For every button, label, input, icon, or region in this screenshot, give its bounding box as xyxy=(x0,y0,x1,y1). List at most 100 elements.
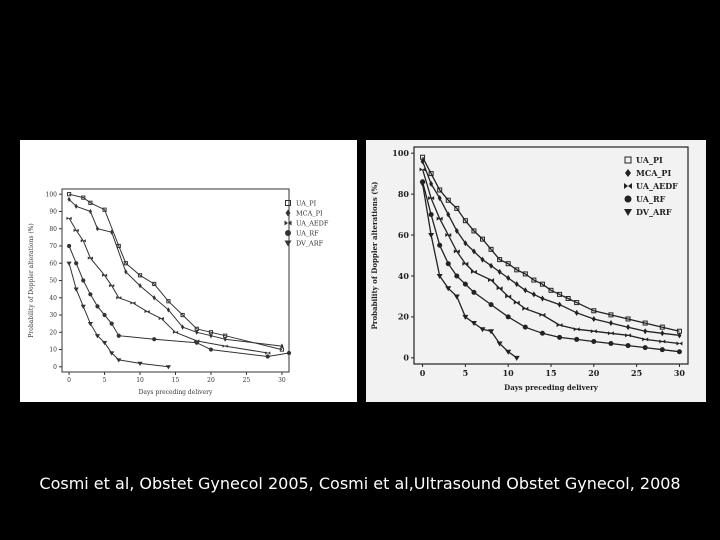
left-chart-panel: 0 10 20 30 40 50 60 70 80 90 100 0 5 10 15 20 25 30 Days p… xyxy=(20,140,357,402)
left-point-ua-aedf xyxy=(109,284,115,288)
left-point-ua-rf xyxy=(66,243,72,249)
left-legend-label-mca-pi: MCA_PI xyxy=(296,209,323,217)
right-y-axis-label: Probability of Doppler alterations (%) xyxy=(370,182,379,330)
left-legend-label-ua-aedf: UA_AEDF xyxy=(296,219,329,227)
left-legend-label-dv-arf: DV_ARF xyxy=(296,239,324,247)
right-point-ua-pi xyxy=(505,261,511,267)
right-point-ua-rf xyxy=(608,341,614,347)
left-point-dv-arf xyxy=(109,351,115,356)
left-point-ua-aedf xyxy=(222,344,228,348)
right-point-ua-pi xyxy=(608,312,614,318)
left-point-ua-pi xyxy=(116,243,121,249)
right-point-ua-pi xyxy=(625,316,631,322)
right-point-mca-pi xyxy=(497,268,502,275)
right-x-tick-label: 0 xyxy=(420,368,426,378)
right-point-mca-pi xyxy=(643,328,648,335)
right-point-ua-pi xyxy=(591,308,597,314)
left-legend-marker-dv-arf xyxy=(284,240,292,247)
right-point-ua-rf xyxy=(437,242,443,248)
left-x-tick-label: 25 xyxy=(243,377,251,384)
left-series-line-dv-arf xyxy=(68,263,169,368)
left-point-dv-arf xyxy=(87,322,93,327)
left-x-tick-label: 0 xyxy=(67,377,71,384)
left-point-mca-pi xyxy=(110,229,114,235)
left-point-dv-arf xyxy=(165,365,172,370)
right-point-ua-pi xyxy=(514,267,520,273)
right-y-tick-label: 60 xyxy=(398,230,410,240)
right-point-dv-arf xyxy=(488,329,495,335)
right-legend-label-ua-rf: UA_RF xyxy=(636,194,666,204)
left-point-ua-pi xyxy=(166,299,171,304)
left-point-mca-pi xyxy=(74,203,78,209)
right-y-tick-label: 80 xyxy=(398,189,410,199)
right-legend-marker-ua-pi xyxy=(624,156,632,164)
left-y-tick-label: 60 xyxy=(49,260,57,267)
left-point-ua-rf xyxy=(116,333,121,338)
left-point-ua-pi xyxy=(66,192,72,197)
left-y-tick-label: 90 xyxy=(49,209,57,216)
right-chart-panel: 0 20 40 60 80 100 0 5 10 15 20 25 30 Days preceding d… xyxy=(366,140,706,402)
right-point-ua-pi xyxy=(480,236,485,242)
left-point-dv-arf xyxy=(101,341,108,346)
left-legend-marker-ua-pi xyxy=(285,200,291,206)
right-point-mca-pi xyxy=(471,248,476,255)
right-point-ua-pi xyxy=(437,187,443,193)
right-point-ua-aedf xyxy=(445,233,452,238)
left-x-tick-label: 30 xyxy=(278,377,286,384)
right-point-ua-rf xyxy=(454,273,460,279)
right-point-ua-rf xyxy=(659,347,665,353)
right-point-ua-rf xyxy=(676,349,682,355)
left-legend-marker-mca-pi xyxy=(285,209,291,217)
left-y-tick-label: 100 xyxy=(46,191,58,198)
right-point-ua-aedf xyxy=(539,312,546,317)
left-point-dv-arf xyxy=(80,304,86,309)
right-point-ua-pi xyxy=(471,228,477,234)
left-y-tick-label: 10 xyxy=(49,347,57,354)
right-point-ua-aedf xyxy=(642,337,649,342)
right-point-ua-rf xyxy=(591,338,597,344)
left-point-ua-rf xyxy=(88,292,93,297)
left-point-ua-pi xyxy=(180,312,185,318)
right-point-dv-arf xyxy=(479,327,486,333)
right-x-tick-label: 5 xyxy=(463,368,469,378)
right-point-mca-pi xyxy=(480,256,485,263)
left-point-mca-pi xyxy=(88,208,92,215)
right-point-ua-pi xyxy=(488,246,494,252)
right-point-mca-pi xyxy=(531,291,536,298)
right-point-ua-pi xyxy=(539,281,545,287)
left-y-tick-label: 70 xyxy=(49,243,57,250)
left-point-ua-rf xyxy=(95,304,100,309)
left-chart: 0 10 20 30 40 50 60 70 80 90 100 0 5 10 15 20 25 30 Days p… xyxy=(28,188,329,396)
left-legend-label-ua-rf: UA_RF xyxy=(296,229,319,237)
right-point-dv-arf xyxy=(428,233,435,239)
right-point-mca-pi xyxy=(454,227,459,234)
right-point-ua-aedf xyxy=(556,323,563,328)
left-legend-marker-ua-aedf xyxy=(284,220,292,226)
right-point-mca-pi xyxy=(574,309,579,316)
left-y-tick-label: 80 xyxy=(49,226,57,233)
right-x-tick-label: 30 xyxy=(674,368,686,378)
left-point-ua-pi xyxy=(123,261,128,266)
right-point-mca-pi xyxy=(677,332,682,339)
right-legend-label-dv-arf: DV_ARF xyxy=(636,207,672,217)
left-point-mca-pi xyxy=(67,196,71,202)
left-point-ua-aedf xyxy=(66,216,72,220)
right-point-mca-pi xyxy=(660,330,665,337)
right-point-mca-pi xyxy=(626,324,631,331)
right-point-ua-pi xyxy=(659,324,665,330)
left-point-ua-pi xyxy=(88,200,93,205)
right-point-ua-rf xyxy=(471,289,477,295)
left-x-tick-label: 20 xyxy=(207,377,215,384)
left-point-mca-pi xyxy=(138,283,142,289)
right-legend-label-ua-aedf: UA_AEDF xyxy=(636,181,678,191)
right-point-dv-arf xyxy=(453,294,460,300)
left-x-tick-label: 5 xyxy=(103,377,107,384)
right-legend-marker-mca-pi xyxy=(625,169,631,177)
left-point-ua-aedf xyxy=(116,296,122,300)
left-point-dv-arf xyxy=(94,334,101,339)
left-point-ua-rf xyxy=(194,340,199,345)
right-y-tick-label: 0 xyxy=(403,353,409,363)
right-point-ua-aedf xyxy=(590,329,597,334)
left-point-ua-aedf xyxy=(73,228,79,233)
left-point-dv-arf xyxy=(73,287,79,292)
